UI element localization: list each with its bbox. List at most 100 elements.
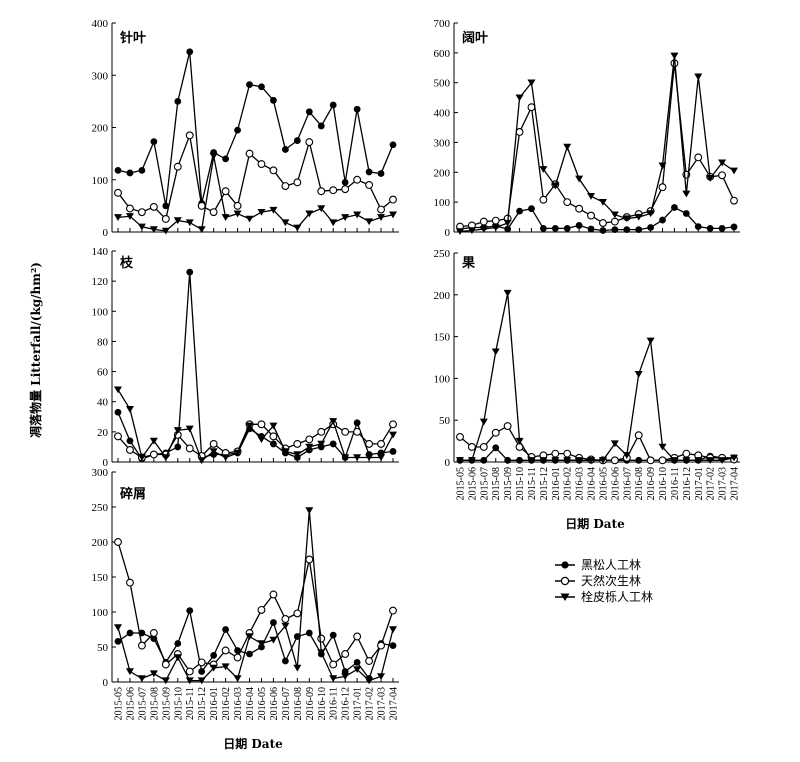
panel-3-ytick-label: 0 [445, 457, 451, 469]
panel-0-point-natural-forest [161, 214, 170, 223]
panel-2-point-natural-forest [209, 439, 218, 448]
panel-3-xtick-label: 2017-03 [718, 467, 729, 500]
legend-marker-black-pine [561, 561, 569, 569]
panel-0-ytick-label: 200 [92, 123, 109, 135]
panel-0-point-natural-forest [126, 204, 134, 213]
panel-3-xtick-label: 2015-07 [479, 467, 490, 500]
panel-3-xtick-label: 2016-01 [551, 467, 562, 500]
panel-2-series-line-natural-forest [117, 423, 394, 459]
panel-2-ytick-label: 40 [97, 397, 109, 409]
panel-1-point-black-pine [551, 225, 559, 232]
panel-3-ytick-label: 100 [434, 373, 451, 385]
panel-3-xtick-label: 2016-12 [682, 467, 693, 500]
panel-3-point-oak-plantation [515, 437, 524, 445]
panel-0-point-natural-forest [114, 188, 122, 197]
panel-4-point-oak-plantation [185, 677, 194, 685]
panel-3-xtick-label: 2017-01 [694, 467, 705, 500]
panel-3-point-natural-forest [646, 456, 655, 465]
panel-4-point-natural-forest [317, 634, 326, 643]
panel-2-point-black-pine [389, 448, 397, 455]
panel-3-series-line-oak-plantation [460, 292, 735, 461]
panel-4-point-oak-plantation [173, 654, 182, 662]
panel-0-point-oak-plantation [233, 210, 242, 218]
panel-3-point-natural-forest [491, 428, 500, 437]
panel-3-point-oak-plantation [646, 337, 655, 345]
panel-2-point-oak-plantation [245, 422, 254, 430]
panel-1-point-black-pine [575, 222, 583, 229]
panel-3-xtick-label: 2016-07 [622, 467, 633, 500]
panel-0-point-natural-forest [281, 182, 290, 190]
panel-2-point-oak-plantation [365, 454, 374, 462]
panel-3-point-oak-plantation [467, 457, 476, 464]
panel-4-point-black-pine [341, 668, 349, 675]
panel-1-ytick-label: 0 [445, 227, 451, 239]
panel-3-xtick-label: 2016-04 [587, 467, 598, 500]
panel-3-point-natural-forest [456, 432, 464, 441]
panel-2-ytick-label: 80 [97, 336, 109, 348]
panel-2-series-line-oak-plantation [117, 389, 394, 462]
panel-3-point-natural-forest [682, 449, 691, 458]
panel-0-point-oak-plantation [209, 153, 218, 160]
panel-4-point-natural-forest [269, 590, 278, 599]
panel-4-xtick-label: 2016-01 [209, 687, 220, 720]
panel-1-ytick-label: 100 [434, 197, 451, 209]
panel-4-point-oak-plantation [365, 677, 374, 685]
panel-0-point-black-pine [281, 146, 289, 153]
panel-0-point-black-pine [341, 178, 349, 186]
panel-4-point-black-pine [186, 607, 194, 614]
panel-4-xtick-label: 2015-07 [137, 687, 148, 720]
panel-0-point-oak-plantation [365, 218, 374, 226]
panel-2-point-natural-forest [126, 445, 134, 454]
panel-3-xtick-label: 2015-09 [503, 467, 514, 500]
panel-3-xtick-label: 2017-02 [706, 467, 717, 500]
panel-3-xtick-label: 2015-11 [527, 467, 538, 500]
panel-4-xtick-label: 2015-06 [125, 687, 136, 720]
panel-0-point-black-pine [162, 202, 170, 210]
panel-title-debris: 碎屑 [120, 486, 146, 502]
panel-0-point-black-pine [150, 138, 158, 146]
panel-4-ytick-label: 250 [92, 502, 109, 514]
panel-3-ytick-label: 50 [439, 415, 451, 427]
panel-3-point-oak-plantation [598, 457, 607, 464]
panel-4-xtick-label: 2015-08 [149, 687, 160, 720]
panel-3-point-oak-plantation [658, 443, 667, 451]
panel-1-point-black-pine [611, 226, 619, 234]
panel-2-point-oak-plantation [353, 454, 362, 462]
panel-4-point-natural-forest [389, 606, 397, 615]
panel-2-point-oak-plantation [161, 454, 170, 462]
panel-4-point-natural-forest [353, 632, 362, 641]
panel-1-point-black-pine [730, 223, 738, 231]
panel-0-point-black-pine [293, 137, 301, 144]
panel-0-point-black-pine [222, 155, 230, 163]
x-axis-label-right: 日期 Date [565, 516, 625, 531]
panel-3-xtick-label: 2016-05 [598, 467, 609, 500]
y-axis-label: 凋落物量 Litterfall/(kg/hm²) [28, 262, 43, 438]
panel-4-xtick-label: 2015-09 [161, 687, 172, 720]
panel-3-xtick-label: 2016-02 [563, 467, 574, 500]
panel-4-xtick-label: 2015-11 [185, 687, 196, 720]
panel-4-point-oak-plantation [269, 636, 278, 644]
panel-0-point-black-pine [174, 97, 182, 105]
panel-1-point-black-pine [528, 205, 535, 213]
panel-2-ytick-label: 100 [92, 306, 109, 318]
panel-1-point-oak-plantation [539, 166, 548, 173]
panel-0-point-natural-forest [293, 178, 302, 187]
panel-4-point-natural-forest [233, 653, 242, 662]
panel-0-point-oak-plantation [353, 211, 362, 219]
panel-3-xtick-label: 2016-08 [634, 467, 645, 500]
panel-0-point-natural-forest [389, 195, 397, 204]
panel-0-point-oak-plantation [269, 206, 278, 214]
panel-4-point-natural-forest [305, 555, 314, 564]
panel-1-point-black-pine [671, 204, 678, 211]
panel-0-point-oak-plantation [137, 223, 146, 231]
panel-3-ytick-label: 250 [434, 248, 451, 260]
panel-1-series-line-oak-plantation [459, 55, 735, 233]
panel-0-point-natural-forest [329, 186, 338, 195]
panel-0-point-black-pine [305, 108, 313, 116]
panel-0-point-oak-plantation [173, 217, 182, 225]
panel-3-point-oak-plantation [575, 457, 584, 464]
panel-4-point-black-pine [126, 629, 134, 637]
panel-2-point-natural-forest [341, 427, 350, 436]
panel-3-point-oak-plantation [491, 348, 500, 356]
